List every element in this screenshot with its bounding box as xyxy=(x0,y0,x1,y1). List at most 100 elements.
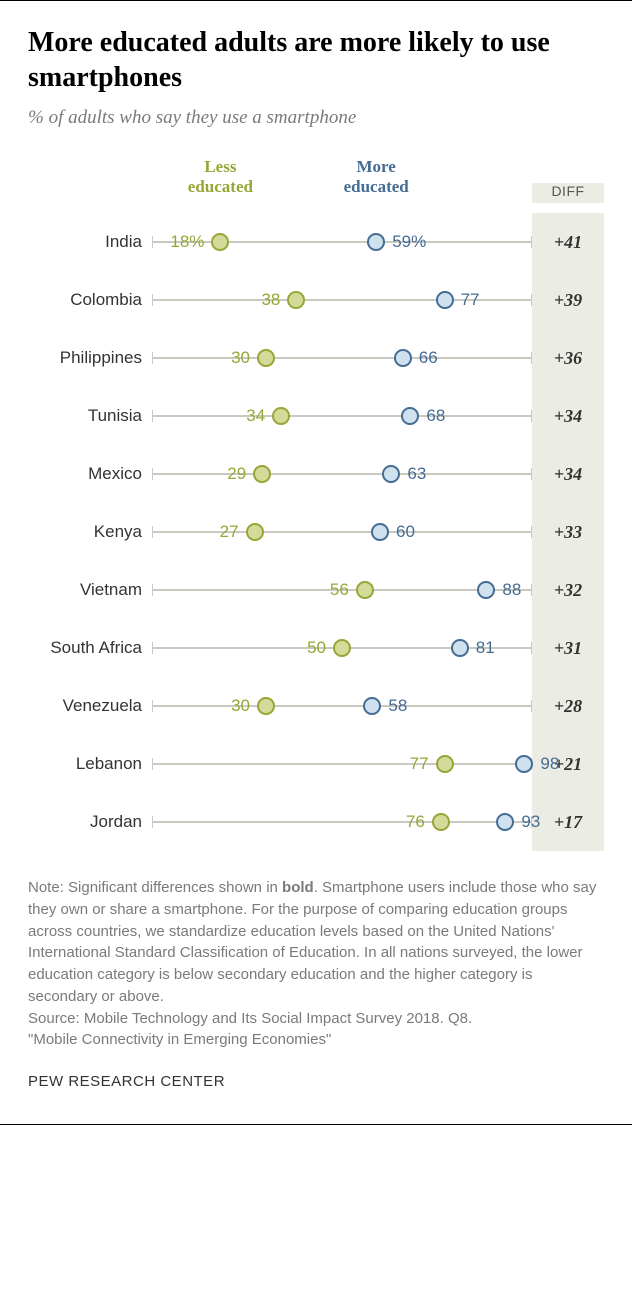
note-text-2: . Smartphone users include those who say… xyxy=(28,879,596,1005)
dot-more-educated xyxy=(394,349,412,367)
dot-less-educated xyxy=(253,465,271,483)
legend-row: Lesseducated Moreeducated DIFF xyxy=(28,157,604,203)
dot-less-educated xyxy=(436,755,454,773)
track: 7798 xyxy=(152,735,532,793)
dot-less-educated xyxy=(211,233,229,251)
dot-more-educated xyxy=(363,697,381,715)
chart-row: Philippines 30 66 +36 xyxy=(28,329,604,387)
value-more-educated: 93 xyxy=(521,812,540,832)
chart-title: More educated adults are more likely to … xyxy=(28,25,604,95)
dot-more-educated xyxy=(382,465,400,483)
value-less-educated: 77 xyxy=(410,754,429,774)
chart-row: Jordan7693+17 xyxy=(28,793,604,851)
chart-row: South Africa 50 81 +31 xyxy=(28,619,604,677)
dot-more-educated xyxy=(515,755,533,773)
chart-row: India 18% 59% +41 xyxy=(28,213,604,271)
value-more-educated: 58 xyxy=(388,696,407,716)
dot-more-educated xyxy=(451,639,469,657)
dot-less-educated xyxy=(257,349,275,367)
chart-container: More educated adults are more likely to … xyxy=(0,0,632,1118)
dot-more-educated xyxy=(401,407,419,425)
track: 3468 xyxy=(152,387,532,445)
dot-less-educated xyxy=(432,813,450,831)
value-less-educated: 56 xyxy=(330,580,349,600)
value-more-educated: 88 xyxy=(502,580,521,600)
note-source: Source: Mobile Technology and Its Social… xyxy=(28,1010,472,1027)
country-label: Jordan xyxy=(28,812,152,832)
diff-value: +28 xyxy=(532,677,604,735)
diff-value: +32 xyxy=(532,561,604,619)
note-bold: bold xyxy=(282,879,314,896)
chart-area: Lesseducated Moreeducated DIFF India 18% 5… xyxy=(28,157,604,851)
country-label: Kenya xyxy=(28,522,152,542)
track: 56 88 xyxy=(152,561,532,619)
value-more-educated: 59% xyxy=(392,232,426,252)
country-label: Philippines xyxy=(28,348,152,368)
bottom-rule xyxy=(0,1124,632,1125)
dot-less-educated xyxy=(257,697,275,715)
track: 50 81 xyxy=(152,619,532,677)
value-less-educated: 50 xyxy=(307,638,326,658)
value-more-educated: 77 xyxy=(461,290,480,310)
country-label: Vietnam xyxy=(28,580,152,600)
chart-row: Vietnam 56 88 +32 xyxy=(28,561,604,619)
track: 38 77 xyxy=(152,271,532,329)
country-label: Mexico xyxy=(28,464,152,484)
country-label: South Africa xyxy=(28,638,152,658)
diff-value: +34 xyxy=(532,387,604,445)
track: 30 58 xyxy=(152,677,532,735)
value-more-educated: 60 xyxy=(396,522,415,542)
note-report: "Mobile Connectivity in Emerging Economi… xyxy=(28,1031,331,1048)
diff-header: DIFF xyxy=(532,183,604,203)
diff-value: +34 xyxy=(532,445,604,503)
dot-more-educated xyxy=(367,233,385,251)
track: 29 63 xyxy=(152,445,532,503)
legend-more-educated: Moreeducated xyxy=(326,157,426,198)
dot-less-educated xyxy=(333,639,351,657)
value-more-educated: 63 xyxy=(407,464,426,484)
diff-value: +17 xyxy=(532,793,604,851)
track: 18% 59% xyxy=(152,213,532,271)
value-more-educated: 81 xyxy=(476,638,495,658)
value-less-educated: 30 xyxy=(231,696,250,716)
value-less-educated: 34 xyxy=(246,406,265,426)
dot-more-educated xyxy=(371,523,389,541)
note-text-1: Note: Significant differences shown in xyxy=(28,879,282,896)
chart-row: Kenya2760+33 xyxy=(28,503,604,561)
chart-row: Tunisia3468+34 xyxy=(28,387,604,445)
track: 2760 xyxy=(152,503,532,561)
chart-row: Lebanon7798+21 xyxy=(28,735,604,793)
country-label: Lebanon xyxy=(28,754,152,774)
dot-more-educated xyxy=(477,581,495,599)
dot-less-educated xyxy=(246,523,264,541)
dot-more-educated xyxy=(496,813,514,831)
dot-less-educated xyxy=(272,407,290,425)
chart-note: Note: Significant differences shown in b… xyxy=(28,877,604,1051)
diff-value: +41 xyxy=(532,213,604,271)
value-more-educated: 66 xyxy=(419,348,438,368)
value-less-educated: 30 xyxy=(231,348,250,368)
value-less-educated: 38 xyxy=(261,290,280,310)
country-label: Venezuela xyxy=(28,696,152,716)
chart-row: Mexico 29 63 +34 xyxy=(28,445,604,503)
diff-value: +39 xyxy=(532,271,604,329)
value-less-educated: 18% xyxy=(170,232,204,252)
chart-row: Venezuela 30 58 +28 xyxy=(28,677,604,735)
chart-row: Colombia 38 77 +39 xyxy=(28,271,604,329)
country-label: India xyxy=(28,232,152,252)
dot-less-educated xyxy=(287,291,305,309)
legend-labels: Lesseducated Moreeducated xyxy=(152,157,532,203)
dot-more-educated xyxy=(436,291,454,309)
diff-value: +36 xyxy=(532,329,604,387)
country-label: Colombia xyxy=(28,290,152,310)
value-more-educated: 98 xyxy=(540,754,559,774)
dot-less-educated xyxy=(356,581,374,599)
footer-brand: PEW RESEARCH CENTER xyxy=(28,1073,604,1098)
chart-rows: India18%59%+41Colombia3877+39Philippines… xyxy=(28,213,604,851)
track: 30 66 xyxy=(152,329,532,387)
country-label: Tunisia xyxy=(28,406,152,426)
value-less-educated: 29 xyxy=(227,464,246,484)
legend-less-educated: Lesseducated xyxy=(170,157,270,198)
diff-value: +33 xyxy=(532,503,604,561)
diff-value: +31 xyxy=(532,619,604,677)
